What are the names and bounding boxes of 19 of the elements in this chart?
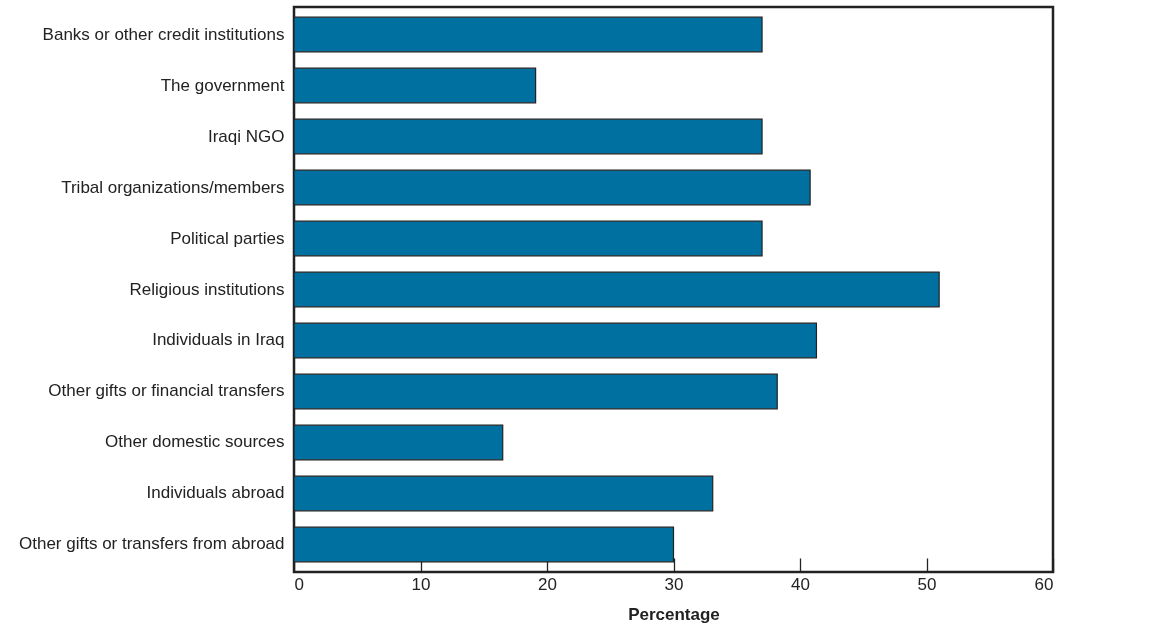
- x-tick-label: 20: [538, 574, 557, 594]
- x-axis-title: Percentage: [628, 604, 720, 624]
- x-tick-label: 50: [917, 574, 937, 594]
- y-tick-label: Other domestic sources: [104, 432, 285, 452]
- x-tick-label: 60: [1034, 574, 1054, 594]
- y-tick-label: Political parties: [170, 228, 285, 248]
- x-tick-label: 0: [294, 574, 304, 594]
- y-tick-label: Iraqi NGO: [207, 126, 285, 146]
- x-tick-label: 10: [411, 574, 431, 594]
- y-tick-label: Individuals abroad: [146, 483, 285, 503]
- y-tick-label: Religious institutions: [129, 279, 285, 299]
- y-tick-label: Other gifts or transfers from abroad: [19, 534, 285, 554]
- y-tick-label: Individuals in Iraq: [152, 330, 285, 350]
- y-tick-label: Other gifts or financial transfers: [48, 381, 285, 401]
- y-tick-label: Tribal organizations/members: [61, 177, 285, 197]
- x-tick-label: 40: [791, 574, 810, 594]
- y-tick-label: Banks or other credit institutions: [42, 24, 285, 44]
- y-tick-label: The government: [160, 75, 285, 95]
- x-tick-label: 30: [664, 574, 684, 594]
